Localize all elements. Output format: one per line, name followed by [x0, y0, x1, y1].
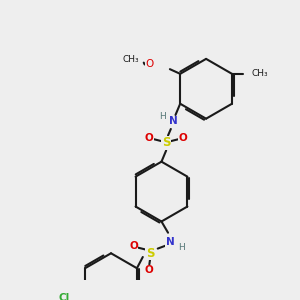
Text: H: H — [178, 243, 184, 252]
Text: S: S — [146, 247, 154, 260]
Text: N: N — [166, 237, 174, 247]
Text: N: N — [169, 116, 178, 127]
Text: O: O — [129, 241, 138, 251]
Text: Cl: Cl — [59, 293, 70, 300]
Text: O: O — [145, 133, 154, 143]
Text: S: S — [162, 136, 170, 149]
Text: O: O — [145, 59, 154, 70]
Text: CH₃: CH₃ — [122, 55, 139, 64]
Text: H: H — [159, 112, 166, 121]
Text: CH₃: CH₃ — [252, 69, 268, 78]
Text: O: O — [144, 265, 153, 275]
Text: O: O — [178, 133, 188, 143]
